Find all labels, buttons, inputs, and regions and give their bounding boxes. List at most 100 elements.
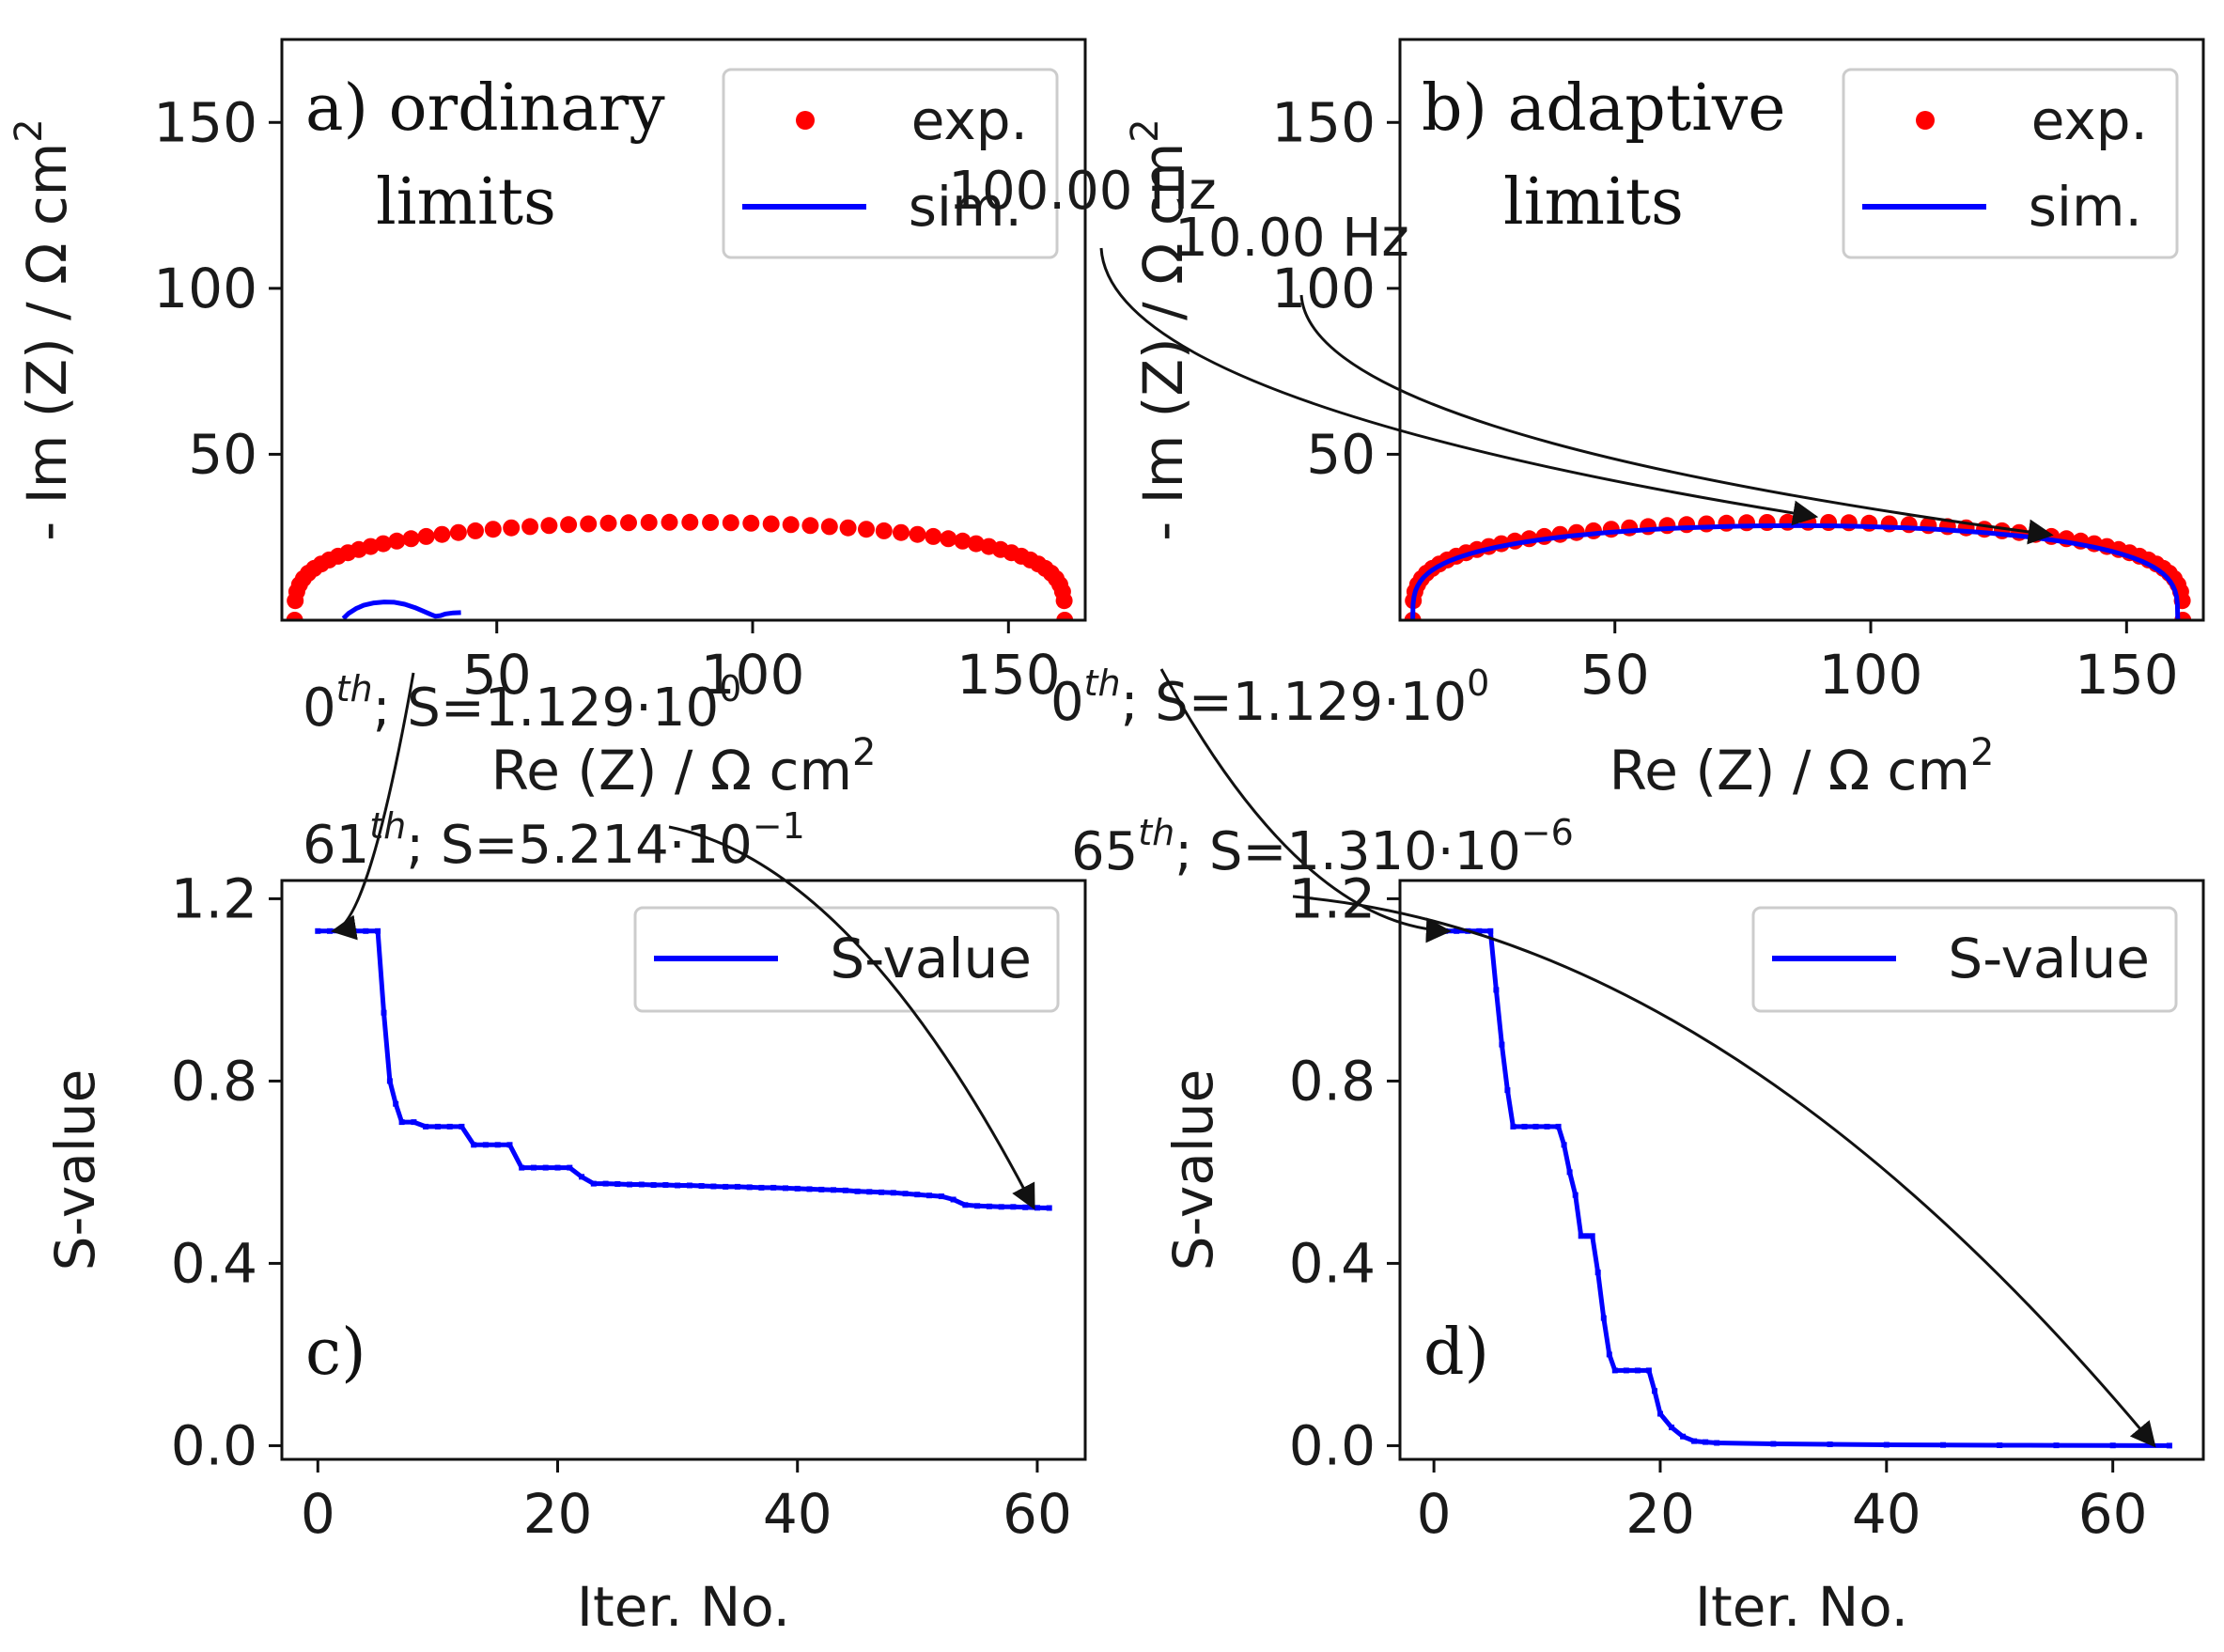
data-point	[1572, 1192, 1579, 1198]
panel-label: d)	[1423, 1316, 1489, 1390]
y-tick-label: 150	[1271, 90, 1376, 154]
data-point	[866, 1189, 873, 1195]
data-point	[722, 514, 739, 532]
x-tick-label: 100	[701, 643, 805, 707]
data-point	[1634, 1367, 1641, 1374]
annotation-arrow	[1299, 294, 2054, 545]
data-point	[449, 523, 467, 541]
data-point	[599, 514, 617, 532]
data-point	[1623, 1367, 1629, 1374]
legend-marker-exp	[1916, 111, 1935, 130]
data-point	[2109, 1442, 2116, 1449]
plot-frame	[280, 38, 1087, 622]
data-point	[794, 1185, 801, 1192]
data-point	[925, 527, 942, 545]
data-point	[1561, 1142, 1567, 1148]
data-point	[1738, 514, 1755, 532]
x-tick-label: 40	[1852, 1482, 1921, 1546]
x-tick-label: 0	[301, 1482, 335, 1546]
annotation: 65th; S=1.310·10−6	[1071, 812, 2156, 1448]
data-point	[1606, 1351, 1612, 1358]
data-point	[363, 927, 369, 934]
data-point	[698, 1183, 705, 1189]
data-point	[1703, 1439, 1709, 1445]
data-point	[411, 1119, 417, 1126]
panel-label-line2: limits	[1503, 165, 1684, 240]
y-tick-label: 0.4	[1289, 1231, 1376, 1295]
data-point	[1640, 518, 1657, 536]
data-point	[386, 1078, 393, 1084]
data-point	[459, 1123, 465, 1130]
data-point	[1770, 1441, 1777, 1447]
data-point	[986, 1203, 992, 1209]
data-point	[1510, 1123, 1516, 1130]
data-point	[962, 1202, 969, 1208]
data-point	[758, 1184, 765, 1191]
data-point	[494, 1142, 501, 1148]
data-point	[723, 1183, 729, 1190]
data-point	[315, 927, 321, 934]
legend: S-value	[1751, 906, 2178, 1013]
data-point	[580, 515, 598, 533]
data-point	[327, 927, 333, 934]
data-point	[388, 532, 406, 550]
data-point	[402, 530, 420, 548]
data-point	[1504, 1087, 1511, 1094]
data-point	[783, 1185, 788, 1192]
data-point	[467, 522, 484, 539]
x-tick-label: 150	[956, 643, 1061, 707]
y-axis-label: - Im (Z) / Ω cm2	[8, 118, 79, 540]
data-point	[362, 538, 380, 555]
legend-label-exp: exp.	[911, 88, 1028, 152]
y-tick-label: 150	[153, 90, 257, 154]
data-point	[1046, 1205, 1052, 1211]
data-point	[1493, 987, 1500, 993]
data-point	[417, 527, 435, 545]
annotation: 0th; S=1.129·100	[303, 668, 741, 941]
data-point	[820, 518, 838, 536]
data-point	[446, 1123, 453, 1130]
chart-panel-a: 50 100 150 50 100 150 Re (Z) / Ω cm2 - Im (Z) /…	[8, 38, 1087, 803]
data-point	[1718, 514, 1735, 532]
x-tick-label: 150	[2075, 643, 2179, 707]
panel-label: b) adaptive	[1422, 71, 1786, 146]
data-point	[350, 927, 357, 934]
data-point	[782, 516, 800, 534]
data-point	[734, 1183, 740, 1190]
annotation-arrow	[1099, 247, 1819, 526]
data-point	[940, 530, 957, 548]
data-point	[686, 1182, 692, 1189]
x-tick-label: 50	[462, 643, 532, 707]
data-point	[286, 612, 303, 620]
annotation: 10.00 Hz	[1174, 208, 2054, 545]
data-point	[1658, 517, 1676, 535]
data-point	[1997, 1442, 2003, 1448]
data-point	[879, 1189, 885, 1195]
data-point	[1476, 927, 1483, 934]
data-point	[1657, 1410, 1663, 1417]
data-point	[1454, 927, 1460, 934]
data-point	[542, 1164, 549, 1171]
panel-label: c)	[305, 1316, 366, 1390]
data-point	[890, 1190, 896, 1196]
data-point	[1678, 516, 1696, 534]
data-point	[1600, 1315, 1607, 1321]
data-point	[1034, 1205, 1040, 1211]
data-point	[484, 521, 502, 538]
y-tick-label: 0.8	[1289, 1049, 1376, 1113]
series-line-sim	[1410, 522, 2181, 620]
legend-label-svalue: S-value	[1948, 927, 2150, 990]
data-point	[375, 927, 381, 934]
data-point	[567, 1164, 573, 1171]
data-point	[1680, 1433, 1687, 1440]
legend: exp. sim.	[1842, 68, 2179, 259]
annotation: 61th; S=5.214·10−1	[303, 805, 1035, 1210]
data-point	[842, 1187, 848, 1193]
x-tick-label: 60	[2078, 1482, 2148, 1546]
data-point	[521, 518, 539, 536]
data-point	[1499, 1041, 1505, 1048]
data-point	[531, 1164, 537, 1171]
annotation-arrow	[668, 825, 1035, 1210]
plot-frame	[1398, 879, 2205, 1461]
data-point	[902, 1191, 909, 1197]
